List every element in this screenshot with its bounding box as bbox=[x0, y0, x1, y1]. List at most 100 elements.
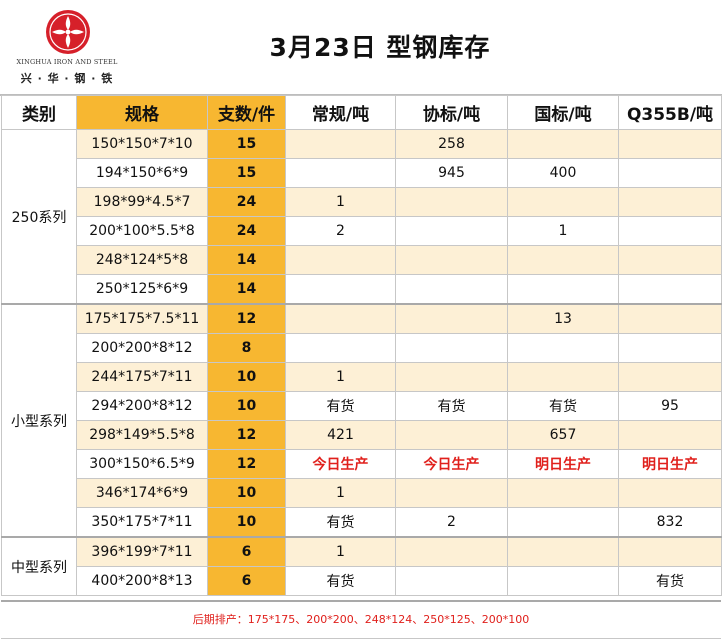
spec-cell: 150*150*7*10 bbox=[76, 129, 208, 159]
column-header-spec: 规格 bbox=[76, 95, 208, 130]
count-cell: 14 bbox=[207, 274, 286, 305]
count-cell: 10 bbox=[207, 478, 286, 508]
spec-cell: 400*200*8*13 bbox=[76, 566, 208, 596]
spec-cell: 244*175*7*11 bbox=[76, 362, 208, 392]
assoc-tonnage-cell bbox=[395, 245, 508, 275]
q355b-tonnage-cell: 95 bbox=[618, 391, 722, 421]
assoc-tonnage-cell: 945 bbox=[395, 158, 508, 188]
regular-tonnage-cell: 有货 bbox=[285, 566, 396, 596]
regular-tonnage-cell: 1 bbox=[285, 362, 396, 392]
q355b-tonnage-cell bbox=[618, 536, 722, 567]
category-cell: 中型系列 bbox=[1, 536, 77, 596]
regular-tonnage-cell: 有货 bbox=[285, 391, 396, 421]
company-logo-icon bbox=[46, 10, 90, 54]
count-cell: 10 bbox=[207, 507, 286, 538]
regular-tonnage-cell: 1 bbox=[285, 187, 396, 217]
table-row: 中型系列 396*199*7*11 6 1 bbox=[1, 536, 722, 596]
national-tonnage-cell bbox=[507, 566, 619, 596]
column-header-q355b: Q355B/吨 bbox=[618, 95, 722, 130]
spec-cell: 198*99*4.5*7 bbox=[76, 187, 208, 217]
spec-cell: 200*200*8*12 bbox=[76, 333, 208, 363]
table-row: 198*99*4.5*7 24 1 bbox=[2, 187, 722, 217]
page-title: 3月23日 型钢库存 bbox=[269, 33, 491, 62]
national-tonnage-cell bbox=[507, 362, 619, 392]
table-row: 250系列 150*150*7*10 15 258 bbox=[1, 129, 722, 305]
assoc-tonnage-cell bbox=[395, 362, 508, 392]
national-tonnage-cell bbox=[507, 507, 619, 538]
regular-tonnage-cell: 1 bbox=[285, 478, 396, 508]
q355b-tonnage-cell: 832 bbox=[618, 507, 722, 538]
q355b-tonnage-cell bbox=[618, 274, 722, 305]
column-header-regular: 常规/吨 bbox=[285, 95, 396, 130]
national-tonnage-cell: 400 bbox=[507, 158, 619, 188]
spec-cell: 175*175*7.5*11 bbox=[76, 303, 208, 334]
regular-tonnage-cell: 2 bbox=[285, 216, 396, 246]
spec-cell: 250*125*6*9 bbox=[76, 274, 208, 305]
count-cell: 12 bbox=[207, 420, 286, 450]
logo-name-cn: 兴 · 华 · 钢 · 铁 bbox=[20, 72, 114, 85]
table-row: 244*175*7*11 10 1 bbox=[2, 362, 722, 392]
regular-tonnage-cell bbox=[285, 129, 396, 159]
national-tonnage-cell bbox=[507, 536, 619, 567]
regular-tonnage-cell: 1 bbox=[285, 536, 396, 567]
national-tonnage-cell: 657 bbox=[507, 420, 619, 450]
national-tonnage-cell: 明日生产 bbox=[507, 449, 619, 479]
spec-cell: 346*174*6*9 bbox=[76, 478, 208, 508]
spec-cell: 248*124*5*8 bbox=[76, 245, 208, 275]
assoc-tonnage-cell: 2 bbox=[395, 507, 508, 538]
count-cell: 6 bbox=[207, 536, 286, 567]
spec-cell: 350*175*7*11 bbox=[76, 507, 208, 538]
count-cell: 12 bbox=[207, 449, 286, 479]
regular-tonnage-cell bbox=[285, 158, 396, 188]
production-schedule-note: 后期排产：175*175、200*200、248*124、250*125、200… bbox=[1, 600, 721, 639]
q355b-tonnage-cell bbox=[618, 333, 722, 363]
q355b-tonnage-cell bbox=[618, 303, 722, 334]
assoc-tonnage-cell bbox=[395, 274, 508, 305]
assoc-tonnage-cell bbox=[395, 536, 508, 567]
column-header-assoc: 协标/吨 bbox=[395, 95, 508, 130]
table-row: 200*200*8*12 8 bbox=[2, 333, 722, 363]
spec-cell: 396*199*7*11 bbox=[76, 536, 208, 567]
assoc-tonnage-cell: 258 bbox=[395, 129, 508, 159]
spec-cell: 194*150*6*9 bbox=[76, 158, 208, 188]
count-cell: 15 bbox=[207, 158, 286, 188]
national-tonnage-cell: 1 bbox=[507, 216, 619, 246]
spec-cell: 298*149*5.5*8 bbox=[76, 420, 208, 450]
regular-tonnage-cell bbox=[285, 245, 396, 275]
assoc-tonnage-cell bbox=[395, 566, 508, 596]
national-tonnage-cell: 有货 bbox=[507, 391, 619, 421]
table-row: 250*125*6*9 14 bbox=[2, 274, 722, 305]
count-cell: 12 bbox=[207, 303, 286, 334]
regular-tonnage-cell bbox=[285, 333, 396, 363]
regular-tonnage-cell bbox=[285, 303, 396, 334]
regular-tonnage-cell: 今日生产 bbox=[285, 449, 396, 479]
inventory-table: 类别 规格 支数/件 常规/吨 协标/吨 国标/吨 Q355B/吨 250系列 1… bbox=[1, 95, 722, 596]
table-row: 350*175*7*11 10 有货 2 832 bbox=[2, 507, 722, 538]
table-row: 346*174*6*9 10 1 bbox=[2, 478, 722, 508]
assoc-tonnage-cell: 有货 bbox=[395, 391, 508, 421]
logo-name-en: XINGHUA IRON AND STEEL bbox=[16, 58, 118, 66]
count-cell: 10 bbox=[207, 391, 286, 421]
table-row: 194*150*6*9 15 945 400 bbox=[2, 158, 722, 188]
q355b-tonnage-cell: 有货 bbox=[618, 566, 722, 596]
q355b-tonnage-cell: 明日生产 bbox=[618, 449, 722, 479]
table-row: 200*100*5.5*8 24 2 1 bbox=[2, 216, 722, 246]
company-logo: XINGHUA IRON AND STEEL 兴 · 华 · 钢 · 铁 bbox=[8, 8, 126, 88]
table-row: 300*150*6.5*9 12 今日生产 今日生产 明日生产 明日生产 bbox=[2, 449, 722, 479]
national-tonnage-cell bbox=[507, 333, 619, 363]
count-cell: 8 bbox=[207, 333, 286, 363]
table-row: 小型系列 175*175*7.5*11 12 13 bbox=[1, 303, 722, 538]
header: XINGHUA IRON AND STEEL 兴 · 华 · 钢 · 铁 3月2… bbox=[0, 0, 722, 96]
q355b-tonnage-cell bbox=[618, 245, 722, 275]
national-tonnage-cell bbox=[507, 187, 619, 217]
table-row: 400*200*8*13 6 有货 有货 bbox=[2, 566, 722, 596]
assoc-tonnage-cell: 今日生产 bbox=[395, 449, 508, 479]
q355b-tonnage-cell bbox=[618, 216, 722, 246]
assoc-tonnage-cell bbox=[395, 333, 508, 363]
spec-cell: 300*150*6.5*9 bbox=[76, 449, 208, 479]
count-cell: 10 bbox=[207, 362, 286, 392]
count-cell: 24 bbox=[207, 216, 286, 246]
regular-tonnage-cell: 421 bbox=[285, 420, 396, 450]
q355b-tonnage-cell bbox=[618, 158, 722, 188]
